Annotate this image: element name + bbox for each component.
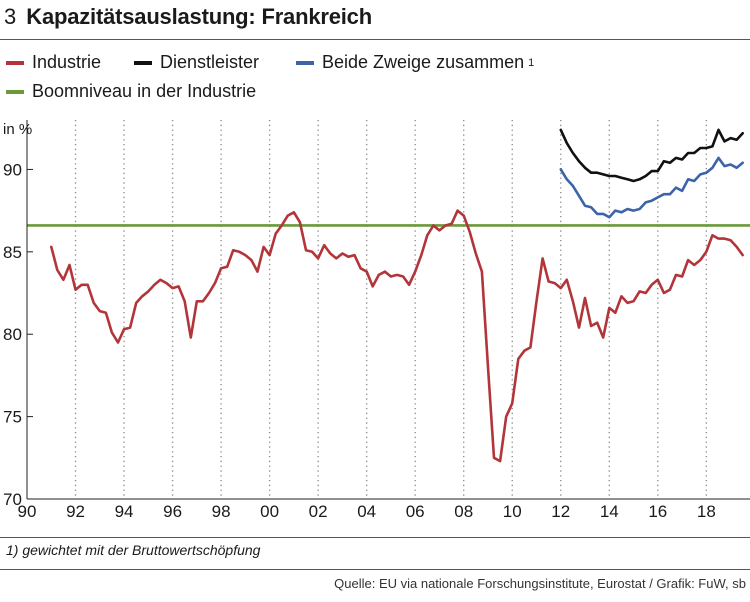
source-rule	[0, 569, 750, 570]
legend-label-dienstleister: Dienstleister	[160, 52, 260, 72]
legend-item-dienstleister: Dienstleister	[134, 52, 259, 73]
line-dienstleister	[559, 128, 745, 183]
legend-swatch-industrie	[6, 60, 24, 65]
legend-item-beide-zweige: Beide Zweige zusammen 1	[296, 52, 534, 73]
legend-label-industrie: Industrie	[32, 52, 102, 72]
legend-item-boomniveau: Boomniveau in der Industrie	[6, 81, 256, 102]
chart-title: Kapazitätsauslastung: Frankreich	[26, 4, 372, 29]
title-row: 3 Kapazitätsauslastung: Frankreich	[4, 4, 372, 34]
legend-swatch-dienstleister	[134, 60, 152, 65]
x-tick-label-04: 04	[357, 502, 376, 520]
chart-plot: 90 92 94 96 98 00 02 04 06 08 10 12 14 16 18 70 75 80 85 90…	[3, 120, 750, 520]
y-axis-unit: in %	[3, 121, 32, 138]
x-tick-label-92: 92	[66, 502, 85, 520]
x-tick-label-14: 14	[600, 502, 619, 520]
legend-label-beide-zweige: Beide Zweige zusammen	[322, 52, 525, 72]
series-lines	[49, 128, 745, 463]
source-credit: Quelle: EU via nationale Forschungsinsti…	[334, 576, 746, 591]
title-rule	[0, 39, 750, 40]
chart-grid	[74, 120, 707, 499]
x-tick-label-98: 98	[212, 502, 231, 520]
y-tick-label-75: 75	[3, 408, 22, 427]
legend-footnote-marker: 1	[528, 56, 535, 69]
x-tick-label-06: 06	[406, 502, 425, 520]
y-tick-label-90: 90	[3, 160, 22, 179]
line-industrie	[49, 209, 745, 463]
x-tick-label-10: 10	[503, 502, 522, 520]
line-beide-zweige	[559, 156, 745, 219]
chart-axes: 90 92 94 96 98 00 02 04 06 08 10 12 14 16 18 70 75 80 85 90…	[3, 120, 750, 520]
x-tick-label-08: 08	[454, 502, 473, 520]
y-tick-label-80: 80	[3, 325, 22, 344]
x-tick-label-90: 90	[18, 502, 37, 520]
legend-label-boomniveau: Boomniveau in der Industrie	[32, 81, 257, 101]
x-tick-label-02: 02	[309, 502, 328, 520]
footnote-rule	[0, 537, 750, 538]
legend-item-industrie: Industrie	[6, 52, 101, 73]
figure-number: 3	[4, 4, 17, 29]
legend-swatch-beide-zweige	[296, 60, 314, 65]
legend-swatch-boomniveau	[6, 89, 24, 94]
x-tick-label-16: 16	[648, 502, 667, 520]
x-tick-label-96: 96	[163, 502, 182, 520]
x-tick-label-00: 00	[260, 502, 279, 520]
y-tick-label-70: 70	[3, 490, 22, 509]
x-tick-label-18: 18	[697, 502, 716, 520]
footnote: 1) gewichtet mit der Bruttowertschöpfung	[6, 542, 261, 558]
x-tick-label-94: 94	[115, 502, 134, 520]
x-tick-label-12: 12	[551, 502, 570, 520]
y-tick-label-85: 85	[3, 243, 22, 262]
